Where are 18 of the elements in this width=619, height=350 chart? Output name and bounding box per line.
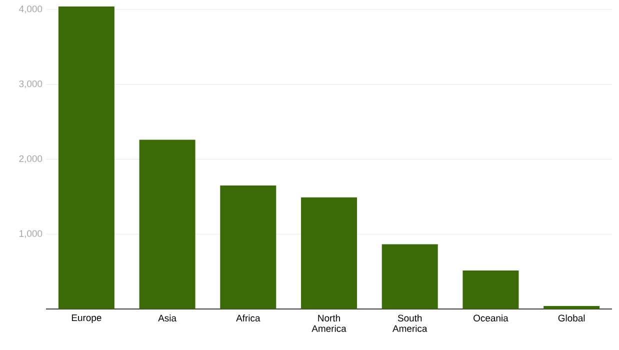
x-tick-label: Europe xyxy=(72,314,102,323)
x-tick-label: Global xyxy=(558,314,585,322)
y-tick-label: 1,000 xyxy=(20,230,42,238)
x-tick-label: Oceania xyxy=(474,314,508,322)
x-tick-label: Africa xyxy=(236,314,260,322)
x-tick-label: South America xyxy=(392,314,428,332)
x-tick-label: North America xyxy=(312,314,346,332)
bar xyxy=(382,244,438,309)
bar xyxy=(462,270,519,309)
y-tick-label: 4,000 xyxy=(19,6,42,14)
x-tick-label: Asia xyxy=(158,314,176,322)
bar xyxy=(58,6,114,309)
bar xyxy=(220,185,276,309)
y-tick-label: 2,000 xyxy=(19,155,42,164)
bar xyxy=(544,306,600,309)
y-tick-label: 3,000 xyxy=(19,80,42,88)
bar xyxy=(301,197,358,309)
bar xyxy=(139,140,196,309)
